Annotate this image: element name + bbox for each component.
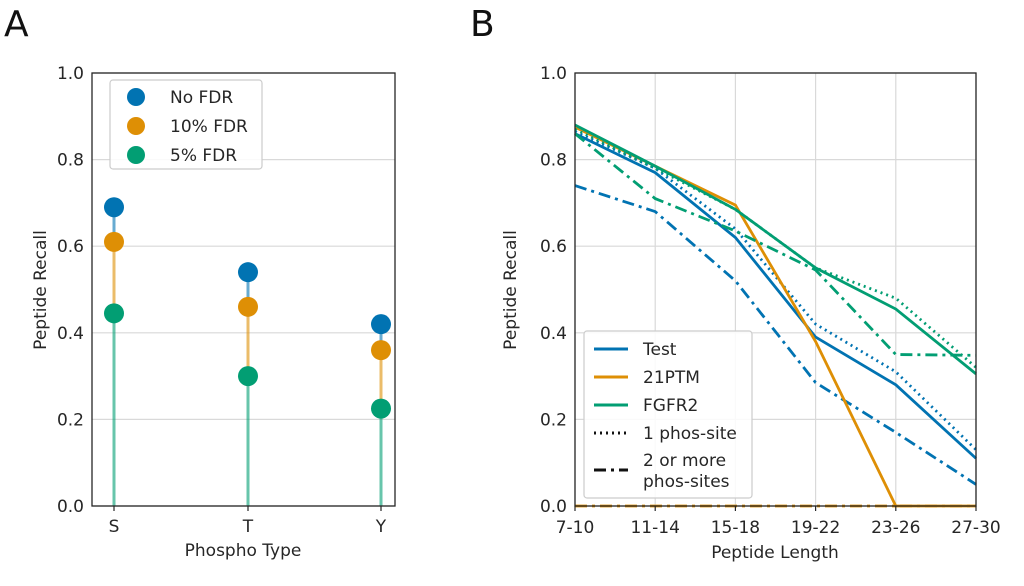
marker-5-fdr (238, 366, 258, 387)
legend-box-a (109, 79, 263, 170)
marker-10-fdr (371, 340, 391, 361)
y-tick-label-a: 0.8 (57, 151, 84, 171)
y-tick-label-a: 0.2 (57, 410, 84, 430)
legend-label-b: phos-sites (643, 472, 730, 492)
legend-box-b (583, 330, 753, 499)
y-tick-label-b: 1.0 (540, 64, 567, 84)
axes-frame-a (91, 72, 396, 507)
y-axis-label-b: Peptide Recall (501, 230, 521, 350)
legend-marker-a (127, 88, 145, 106)
y-ticks-b: 0.0 0.2 0.4 0.6 0.8 1.0 (540, 64, 567, 517)
x-tick-label-a: Y (375, 517, 387, 537)
marker-no-fdr (238, 262, 258, 283)
legend-label-a: 5% FDR (170, 146, 237, 166)
markers-a (104, 197, 391, 419)
marker-10-fdr (104, 231, 124, 252)
x-axis-label-a: Phospho Type (185, 541, 302, 561)
marker-5-fdr (371, 398, 391, 419)
x-tick-label-b: 11-14 (630, 518, 679, 538)
panel-letter-a: A (4, 4, 29, 45)
panel-b: B 0.0 0.2 0.4 0.6 0.8 1.0 7-10 11-14 15-18 19-22… (470, 4, 1001, 563)
legend-marker-a (127, 117, 145, 135)
y-tick-label-b: 0.4 (540, 324, 567, 344)
series-line-test-dashdot (574, 184, 977, 486)
series-line-fgfr2-dotted (574, 128, 977, 369)
stems-a (112, 207, 383, 506)
y-tick-label-b: 0.0 (540, 497, 567, 517)
x-tick-label-b: 27-30 (951, 518, 1000, 538)
legend-marker-a (127, 146, 145, 164)
y-tick-label-a: 1.0 (57, 64, 84, 84)
marker-no-fdr (371, 314, 391, 335)
x-tick-label-a: T (242, 517, 254, 537)
legend-label-b: Test (642, 340, 677, 360)
y-tick-label-b: 0.6 (540, 237, 567, 257)
legend-label-a: 10% FDR (170, 117, 248, 137)
marker-10-fdr (238, 296, 258, 317)
series-line-fgfr2-dashdot (574, 132, 977, 357)
y-tick-label-b: 0.2 (540, 410, 567, 430)
y-axis-label-a: Peptide Recall (31, 230, 51, 350)
x-tick-label-a: S (109, 517, 120, 537)
legend-label-b: 1 phos-site (643, 424, 737, 444)
legend-label-b: 2 or more (643, 451, 726, 471)
marker-no-fdr (104, 197, 124, 218)
series-line-test-dotted (574, 130, 977, 451)
series-line-test-solid (574, 132, 977, 460)
y-tick-label-b: 0.8 (540, 151, 567, 171)
legend-label-a: No FDR (170, 88, 233, 108)
axes-frame-b (574, 72, 977, 507)
y-tick-label-a: 0.4 (57, 324, 84, 344)
x-tick-label-b: 23-26 (871, 518, 920, 538)
legend-label-b: 21PTM (643, 368, 700, 388)
x-tick-label-b: 19-22 (791, 518, 840, 538)
y-ticks-a: 0.0 0.2 0.4 0.6 0.8 1.0 (57, 64, 84, 517)
legend-a: No FDR 10% FDR 5% FDR (109, 79, 263, 170)
y-tick-label-a: 0.0 (57, 497, 84, 517)
x-ticks-b: 7-10 11-14 15-18 19-22 23-26 27-30 (556, 506, 1001, 538)
y-tick-label-a: 0.6 (57, 237, 84, 257)
marker-5-fdr (104, 303, 124, 324)
legend-b: Test 21PTM FGFR2 1 phos-site 2 or morephos-s… (583, 330, 753, 499)
panel-a: A 0.0 0.2 0.4 0.6 0.8 1.0 S T Y Phospho Type Pe… (4, 4, 396, 561)
x-axis-label-b: Peptide Length (711, 543, 839, 563)
x-tick-label-b: 15-18 (711, 518, 760, 538)
x-tick-label-b: 7-10 (556, 518, 595, 538)
legend-label-b: FGFR2 (643, 396, 698, 416)
panel-letter-b: B (470, 4, 495, 45)
